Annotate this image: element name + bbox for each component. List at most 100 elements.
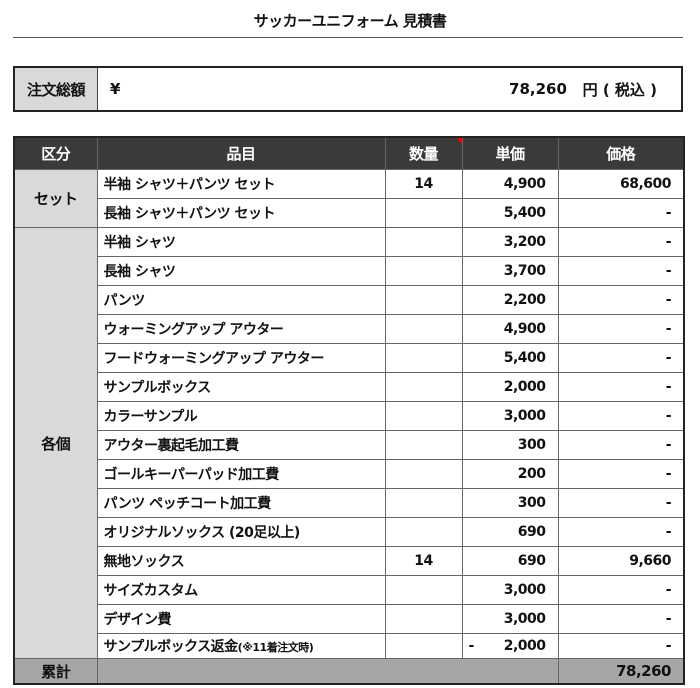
unit-price-cell[interactable]: 690 (461, 546, 559, 576)
item-cell[interactable]: パンツ (96, 285, 386, 315)
qty-cell[interactable] (384, 517, 463, 547)
currency-symbol: ¥ (110, 80, 121, 98)
price-cell[interactable]: - (557, 343, 685, 373)
table-row: 長袖 シャツ 3,700- (14, 256, 685, 286)
price-cell[interactable]: - (557, 198, 685, 228)
header-row: 区分 品目 数量 単価 価格 (13, 136, 685, 170)
qty-cell[interactable]: 14 (384, 546, 463, 576)
qty-cell[interactable] (384, 604, 463, 634)
estimate-table: 区分 品目 数量 単価 価格 セット 半袖 シャツ＋パンツ セット 14 4,900 6… (13, 136, 685, 685)
qty-cell[interactable] (384, 372, 463, 402)
unit-price-cell[interactable]: 2,000 (461, 372, 559, 402)
unit-price-cell[interactable]: 5,400 (461, 343, 559, 373)
unit-price-cell[interactable]: 3,000 (461, 575, 559, 605)
item-cell[interactable]: ウォーミングアップ アウター (96, 314, 386, 344)
price-cell[interactable]: - (557, 430, 685, 460)
price-cell[interactable]: - (557, 488, 685, 518)
qty-cell[interactable]: 14 (384, 169, 463, 199)
price-cell[interactable]: - (557, 314, 685, 344)
table-row: パンツ ペッチコート加工費 300- (14, 488, 685, 518)
qty-cell[interactable] (384, 285, 463, 315)
unit-price-cell[interactable]: 2,200 (461, 285, 559, 315)
item-cell[interactable]: ゴールキーパーパッド加工費 (96, 459, 386, 489)
qty-cell[interactable] (384, 459, 463, 489)
table-row: サンプルボックス返金(※11着注文時) -2,000- (14, 633, 685, 659)
total-blank (96, 658, 559, 685)
qty-cell[interactable] (384, 575, 463, 605)
price-cell[interactable]: - (557, 227, 685, 257)
item-cell[interactable]: フードウォーミングアップ アウター (96, 343, 386, 373)
table-row: ゴールキーパーパッド加工費 200- (14, 459, 685, 489)
price-cell[interactable]: - (557, 517, 685, 547)
unit-price-cell[interactable]: 3,200 (461, 227, 559, 257)
item-cell[interactable]: 半袖 シャツ＋パンツ セット (96, 169, 386, 199)
item-cell[interactable]: 長袖 シャツ (96, 256, 386, 286)
item-cell[interactable]: 半袖 シャツ (96, 227, 386, 257)
unit-price-cell[interactable]: 300 (461, 488, 559, 518)
unit-price-cell[interactable]: 300 (461, 430, 559, 460)
negative-sign: - (468, 638, 475, 654)
table-row: カラーサンプル 3,000- (14, 401, 685, 431)
unit-price-cell[interactable]: 3,000 (461, 604, 559, 634)
item-cell[interactable]: サンプルボックス返金(※11着注文時) (96, 633, 386, 659)
qty-cell[interactable] (384, 198, 463, 228)
unit-price-cell[interactable]: 5,400 (461, 198, 559, 228)
price-cell[interactable]: - (557, 285, 685, 315)
amount-unit: 円 ( 税込 ) (582, 80, 657, 99)
qty-cell[interactable] (384, 343, 463, 373)
unit-price-cell[interactable]: -2,000 (461, 633, 559, 659)
amount-value: 78,260 (509, 80, 567, 98)
order-total-box: 注文総額 ¥ 78,260 円 ( 税込 ) (13, 66, 683, 112)
header-qty: 数量 (384, 136, 463, 170)
item-cell[interactable]: 長袖 シャツ＋パンツ セット (96, 198, 386, 228)
item-cell[interactable]: デザイン費 (96, 604, 386, 634)
unit-price-cell[interactable]: 4,900 (461, 314, 559, 344)
category-set: セット (13, 169, 98, 228)
unit-price-cell[interactable]: 3,700 (461, 256, 559, 286)
total-row: 累計 78,260 (13, 658, 685, 685)
table-row: アウター裏起毛加工費 300- (14, 430, 685, 460)
total-label: 累計 (13, 658, 98, 685)
title-divider (13, 37, 683, 38)
total-price: 78,260 (557, 658, 685, 685)
item-cell[interactable]: パンツ ペッチコート加工費 (96, 488, 386, 518)
qty-cell[interactable] (384, 227, 463, 257)
table-row: オリジナルソックス (20足以上) 690- (14, 517, 685, 547)
table-row: セット 半袖 シャツ＋パンツ セット 14 4,900 68,600 (13, 169, 685, 228)
qty-cell[interactable] (384, 256, 463, 286)
unit-price-cell[interactable]: 4,900 (461, 169, 559, 199)
price-cell[interactable]: - (557, 256, 685, 286)
category-each: 各個 (13, 227, 98, 659)
price-cell[interactable]: 68,600 (557, 169, 685, 199)
price-cell[interactable]: - (557, 459, 685, 489)
table-row: パンツ 2,200- (14, 285, 685, 315)
header-item: 品目 (96, 136, 386, 170)
price-cell[interactable]: - (557, 633, 685, 659)
qty-cell[interactable] (384, 633, 463, 659)
price-cell[interactable]: 9,660 (557, 546, 685, 576)
table-row: 長袖 シャツ＋パンツ セット 5,400- (14, 198, 685, 228)
item-cell[interactable]: アウター裏起毛加工費 (96, 430, 386, 460)
item-note: (※11着注文時) (237, 641, 314, 654)
page-title: サッカーユニフォーム 見積書 (253, 12, 447, 30)
qty-cell[interactable] (384, 314, 463, 344)
qty-cell[interactable] (384, 430, 463, 460)
table-row: フードウォーミングアップ アウター 5,400- (14, 343, 685, 373)
item-cell[interactable]: サイズカスタム (96, 575, 386, 605)
order-total-amount: 78,260 円 ( 税込 ) (170, 68, 681, 110)
price-cell[interactable]: - (557, 604, 685, 634)
item-cell[interactable]: カラーサンプル (96, 401, 386, 431)
price-cell[interactable]: - (557, 372, 685, 402)
comment-indicator-icon[interactable] (455, 138, 461, 144)
price-cell[interactable]: - (557, 401, 685, 431)
unit-price-cell[interactable]: 200 (461, 459, 559, 489)
unit-price-cell[interactable]: 690 (461, 517, 559, 547)
item-cell[interactable]: サンプルボックス (96, 372, 386, 402)
price-cell[interactable]: - (557, 575, 685, 605)
qty-cell[interactable] (384, 488, 463, 518)
unit-price-cell[interactable]: 3,000 (461, 401, 559, 431)
item-cell[interactable]: 無地ソックス (96, 546, 386, 576)
qty-cell[interactable] (384, 401, 463, 431)
item-cell[interactable]: オリジナルソックス (20足以上) (96, 517, 386, 547)
header-price: 価格 (557, 136, 685, 170)
